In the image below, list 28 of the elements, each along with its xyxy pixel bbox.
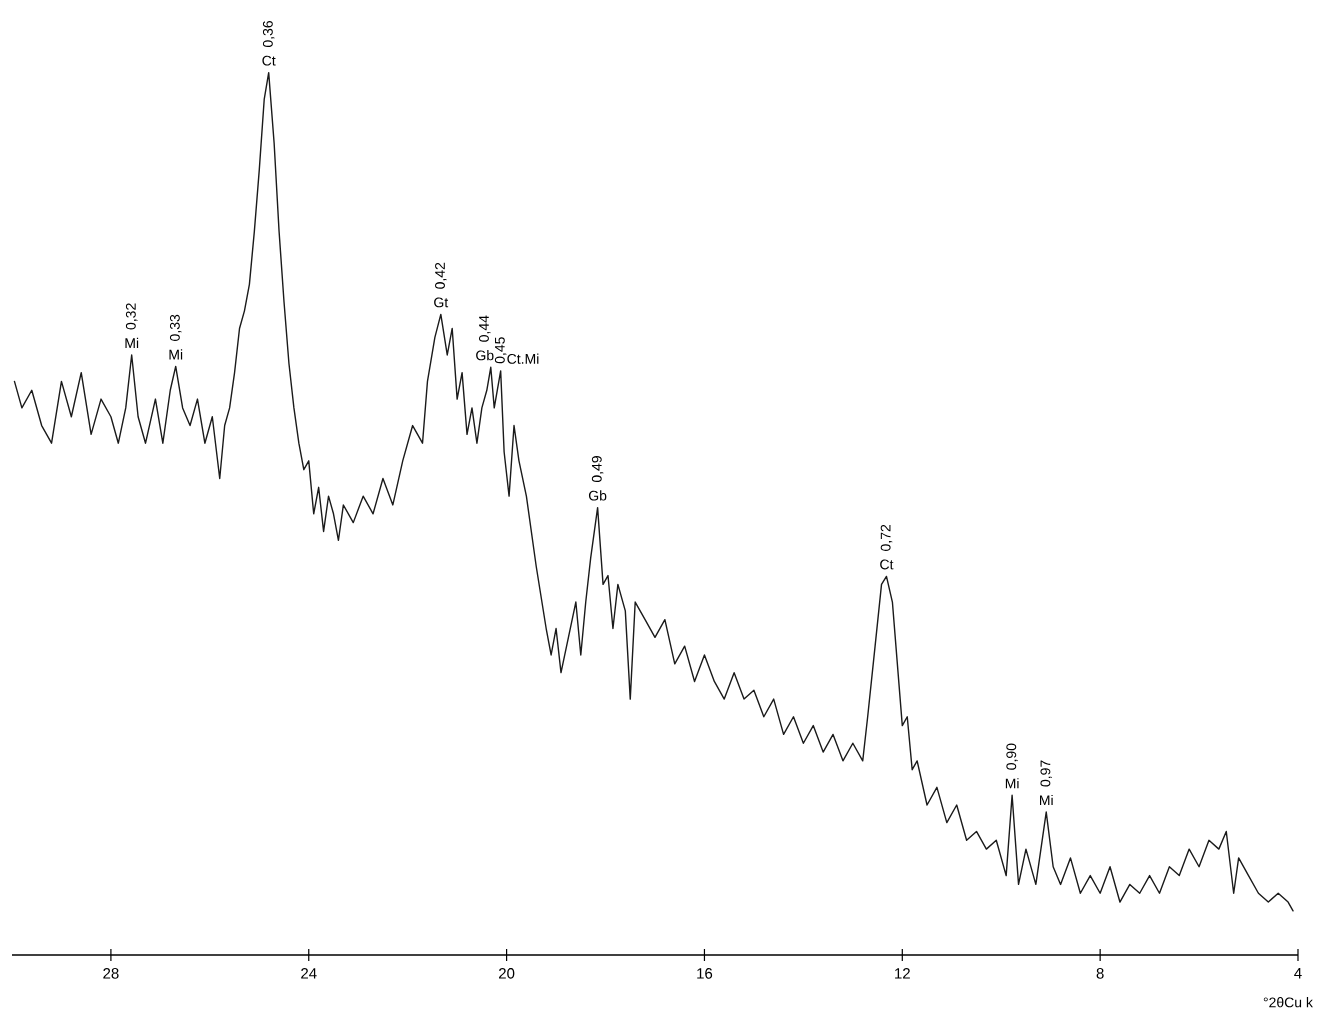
x-tick-label: 24	[301, 968, 317, 979]
annotation: Mi	[125, 337, 139, 348]
annotation: 0,49	[591, 456, 604, 483]
x-tick-label: 4	[1294, 968, 1302, 979]
x-tick-label: 12	[895, 968, 910, 979]
annotation: Mi	[169, 349, 183, 360]
annotation: Ct	[262, 55, 276, 66]
annotation: Gb	[476, 350, 494, 361]
annotation: 0,97	[1040, 760, 1053, 787]
x-tick-label: 20	[499, 968, 515, 979]
annotation: 0,90	[1006, 743, 1018, 770]
annotation: Ct.Mi	[507, 353, 539, 364]
annotation: Gt	[434, 297, 449, 308]
annotation: 0,33	[169, 314, 182, 341]
annotation: 0,42	[435, 262, 447, 289]
annotation: 0,32	[125, 303, 138, 330]
annotation: Mi	[1040, 794, 1053, 806]
annotation: Mi	[1005, 778, 1019, 789]
annotation: 0,45	[494, 337, 507, 364]
annotation: Ct	[880, 559, 894, 570]
x-tick-label: 8	[1096, 968, 1104, 979]
x-tick-label: 28	[103, 968, 119, 979]
annotation: 0,44	[479, 315, 491, 342]
x-tick-label: 16	[697, 968, 713, 979]
annotation: Gb	[588, 490, 607, 501]
annotation: 0,36	[262, 20, 275, 48]
annotation: 0,72	[880, 524, 893, 551]
x-axis-title: °2θCu k	[1263, 997, 1313, 1008]
